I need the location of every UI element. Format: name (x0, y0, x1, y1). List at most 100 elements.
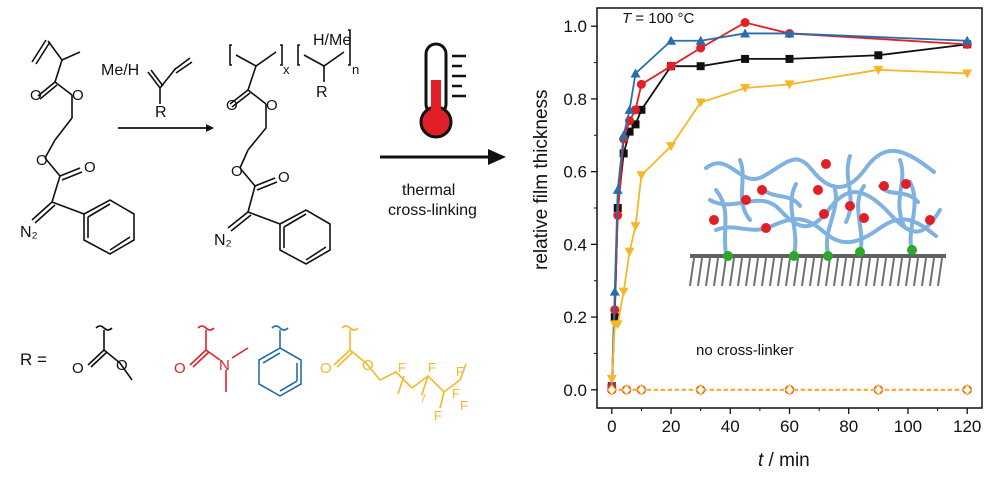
x-tick-label: 0 (607, 417, 616, 436)
comonomer-substituent-label: Me/H (101, 62, 140, 79)
data-point (696, 62, 705, 71)
x-tick-label: 120 (953, 417, 981, 436)
data-point (873, 383, 884, 396)
y-tick-label: 0.6 (563, 163, 587, 182)
data-point (740, 84, 751, 93)
fluorine-label: F (460, 398, 468, 413)
y-tick-label: 0.8 (563, 90, 587, 109)
x-tick-label: 100 (894, 417, 922, 436)
data-point (624, 104, 635, 114)
x-tick-label: 20 (662, 417, 681, 436)
data-point (619, 149, 628, 158)
x-tick-label: 80 (839, 417, 858, 436)
data-point (636, 171, 647, 181)
series-line (610, 21, 968, 387)
data-point (696, 43, 706, 53)
data-point (621, 383, 632, 396)
data-point (630, 222, 641, 232)
r-group-methyl-ester (87, 325, 133, 381)
data-point (695, 383, 706, 396)
comonomer-structure (147, 57, 193, 104)
temperature-annotation: T = 100 °C (622, 10, 695, 27)
data-point (609, 286, 620, 296)
data-point (606, 374, 617, 384)
y-tick-label: 0.4 (563, 235, 587, 254)
fluorine-label: F (428, 360, 436, 375)
r-group-fluoroalkyl-ester (333, 325, 467, 409)
polymer-r-label: R (316, 84, 328, 101)
diazo-label: N₂ (20, 224, 38, 241)
reaction-arrow (380, 149, 506, 165)
oxygen-label: O (320, 360, 332, 377)
data-point (962, 69, 973, 79)
subscript-n-label: n (352, 62, 360, 77)
diazo-polymer-label: N₂ (214, 232, 232, 249)
data-point (624, 247, 635, 257)
oxygen-label: O (36, 152, 48, 169)
oxygen-label: O (72, 87, 84, 104)
data-point (612, 184, 623, 194)
oxygen-label: O (362, 357, 374, 374)
data-point (784, 80, 795, 90)
data-point (618, 130, 629, 140)
data-point (873, 65, 884, 75)
data-point (962, 383, 972, 396)
y-tick-label: 0.2 (563, 308, 587, 327)
data-point (637, 105, 646, 114)
oxygen-label: O (226, 97, 238, 114)
monomer-structure (31, 39, 135, 255)
y-tick-label: 1.0 (563, 17, 587, 36)
data-point (636, 79, 646, 89)
repeat-count-label: 7 (420, 393, 426, 405)
data-point (612, 320, 623, 330)
data-point (740, 18, 750, 28)
oxygen-label: O (174, 360, 186, 377)
data-point (607, 383, 617, 396)
series-line (610, 68, 968, 379)
data-point (618, 287, 629, 297)
data-point (784, 383, 795, 396)
fluorine-label: F (452, 386, 460, 401)
r-group-dimethylamide (189, 325, 249, 392)
r-group-phenyl (258, 325, 302, 397)
data-point (631, 120, 640, 129)
data-point (695, 98, 706, 108)
fluorine-label: F (456, 364, 464, 379)
control-annotation: no cross-linker (696, 342, 794, 359)
fluorine-label: F (434, 408, 442, 423)
data-point (666, 61, 676, 71)
fluorine-label: F (398, 360, 406, 375)
oxygen-label: O (30, 87, 42, 104)
condition-label-line2: cross-linking (388, 202, 477, 219)
data-point (785, 54, 794, 63)
data-point (741, 54, 750, 63)
oxygen-label: O (72, 360, 84, 377)
data-point (740, 28, 751, 38)
data-point (666, 142, 677, 152)
comonomer-r-label: R (155, 104, 167, 121)
oxygen-label: O (266, 97, 278, 114)
oxygen-label: O (278, 169, 290, 186)
r-equals-label: R = (20, 350, 47, 369)
thermometer-icon (419, 42, 466, 139)
polymer-substituent-label: H/Me (313, 32, 352, 49)
condition-label-line1: thermal (402, 182, 456, 199)
oxygen-label: O (84, 159, 96, 176)
data-point (630, 68, 641, 78)
data-point (695, 35, 706, 45)
subscript-x-label: x (283, 62, 290, 77)
series-line (610, 43, 968, 387)
x-tick-label: 40 (721, 417, 740, 436)
data-point (666, 35, 677, 45)
data-point (625, 127, 634, 136)
x-tick-label: 60 (780, 417, 799, 436)
x-axis-label: t / min (758, 450, 810, 471)
data-point (874, 51, 883, 60)
y-tick-label: 0.0 (563, 381, 587, 400)
data-point (784, 28, 795, 38)
data-point (962, 35, 973, 45)
oxygen-label: O (116, 357, 128, 374)
oxygen-label: O (231, 163, 243, 180)
